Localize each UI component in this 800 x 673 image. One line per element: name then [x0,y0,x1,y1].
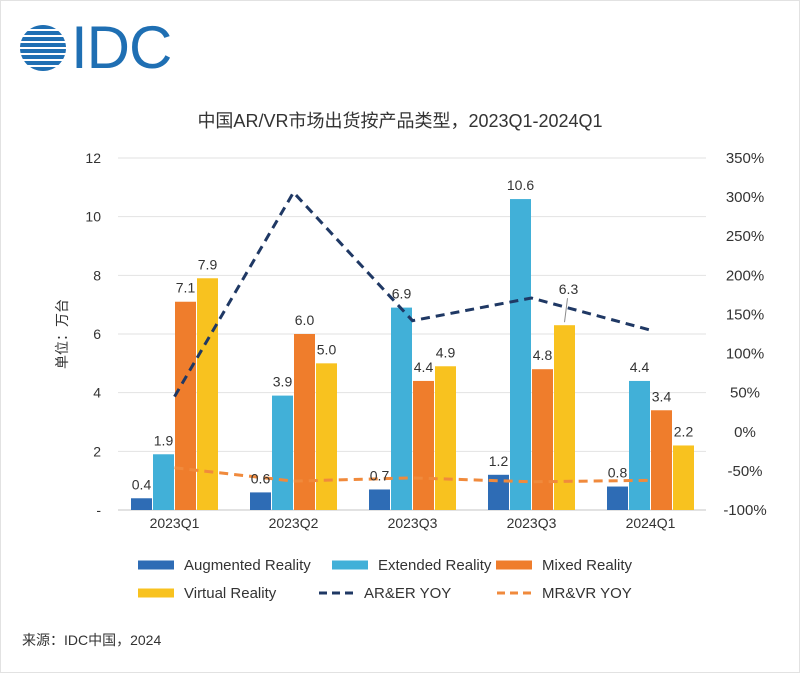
bar-extended-reality [391,307,412,510]
data-label-augmented-reality: 1.2 [489,453,509,469]
bar-mixed-reality [413,380,434,510]
legend-swatch-mixed-reality [496,560,532,570]
data-label-mixed-reality: 7.1 [176,280,196,296]
bar-virtual-reality [673,445,694,510]
bars [131,199,694,511]
legend-item-ar-er-yoy: AR&ER YOY [318,583,451,603]
line-mr-vr-yoy [174,466,651,484]
y-axis-label: 单位：万台 [54,299,70,369]
legend-label: Mixed Reality [542,556,633,574]
source-note: 来源：IDC中国，2024 [22,632,162,648]
legend-swatch-augmented-reality [138,560,174,570]
chart-title: 中国AR/VR市场出货按产品类型，2023Q1-2024Q1 [197,111,603,131]
bar-extended-reality [629,380,650,510]
legend-item-mixed-reality: Mixed Reality [496,555,632,575]
data-label-augmented-reality: 0.4 [132,476,152,492]
bar-mixed-reality [532,369,553,510]
x-tick-label: 2023Q2 [269,515,319,531]
bar-augmented-reality [131,498,152,510]
data-label-mixed-reality: 3.4 [652,388,672,404]
data-label-mixed-reality: 6.0 [295,312,315,328]
legend-swatch-mr-vr-yoy [497,591,533,595]
data-label-virtual-reality: 5.0 [317,341,337,357]
data-label-mixed-reality: 4.8 [533,347,553,363]
bar-virtual-reality [197,278,218,510]
data-label-augmented-reality: 0.6 [251,470,271,486]
bar-extended-reality [272,395,293,510]
y2-tick-label: 0% [734,424,756,441]
data-label-augmented-reality: 0.7 [370,467,390,483]
y2-tick-label: 350% [726,150,764,167]
legend-swatch-extended-reality [332,560,368,570]
bar-mixed-reality [175,301,196,510]
globe-icon [20,25,66,71]
legend-item-extended-reality: Extended Reality [332,555,491,575]
legend-item-mr-vr-yoy: MR&VR YOY [496,583,632,603]
y2-tick-label: -50% [727,463,762,480]
legend-label: Extended Reality [378,556,492,574]
legend-swatch-virtual-reality [138,588,174,598]
data-label-virtual-reality: 4.9 [436,344,456,360]
data-label-virtual-reality: 7.9 [198,256,218,272]
y-tick-label: 8 [93,267,101,283]
y2-tick-label: -100% [723,502,766,519]
bar-extended-reality [153,454,174,510]
legend-label: Virtual Reality [184,584,277,602]
x-tick-label: 2023Q1 [150,515,200,531]
y-tick-label: 12 [85,150,101,166]
data-label-leader [564,298,568,323]
legend-label: Augmented Reality [184,556,311,574]
logo-wordmark: IDC [71,14,172,81]
data-label-virtual-reality: 6.3 [559,281,579,297]
line-ar-er-yoy [173,189,651,398]
bar-virtual-reality [554,325,575,510]
data-label-extended-reality: 6.9 [392,286,412,302]
data-label-extended-reality: 4.4 [630,359,650,375]
bar-augmented-reality [369,489,390,510]
bar-augmented-reality [488,474,509,510]
bar-mixed-reality [651,410,672,510]
y2-tick-label: 50% [730,385,760,402]
y-tick-label: - [96,502,101,518]
bar-virtual-reality [316,363,337,510]
legend-label: MR&VR YOY [542,584,632,602]
bar-mixed-reality [294,334,315,510]
x-tick-label: 2023Q3 [507,515,557,531]
y2-tick-label: 150% [726,306,764,323]
y2-tick-label: 100% [726,346,764,363]
data-label-augmented-reality: 0.8 [608,465,628,481]
legend-item-augmented-reality: Augmented Reality [138,555,311,575]
data-label-extended-reality: 1.9 [154,432,174,448]
y2-tick-label: 200% [726,267,764,284]
x-tick-label: 2023Q3 [388,515,438,531]
y-tick-label: 4 [93,385,101,401]
y2-tick-label: 300% [726,189,764,206]
x-tick-label: 2024Q1 [626,515,676,531]
bar-virtual-reality [435,366,456,510]
data-label-extended-reality: 3.9 [273,374,293,390]
y2-tick-label: 250% [726,228,764,245]
data-label-extended-reality: 10.6 [507,177,534,193]
y-tick-label: 10 [85,209,101,225]
legend-swatch-ar-er-yoy [319,591,355,595]
legend-label: AR&ER YOY [364,584,452,602]
bar-augmented-reality [250,492,271,510]
bar-extended-reality [510,199,531,511]
data-label-mixed-reality: 4.4 [414,359,434,375]
legend-item-virtual-reality: Virtual Reality [138,583,276,603]
y-tick-label: 6 [93,326,101,342]
y-tick-label: 2 [93,443,101,459]
data-label-virtual-reality: 2.2 [674,423,694,439]
bar-augmented-reality [607,486,628,510]
idc-logo: IDC [19,14,172,81]
